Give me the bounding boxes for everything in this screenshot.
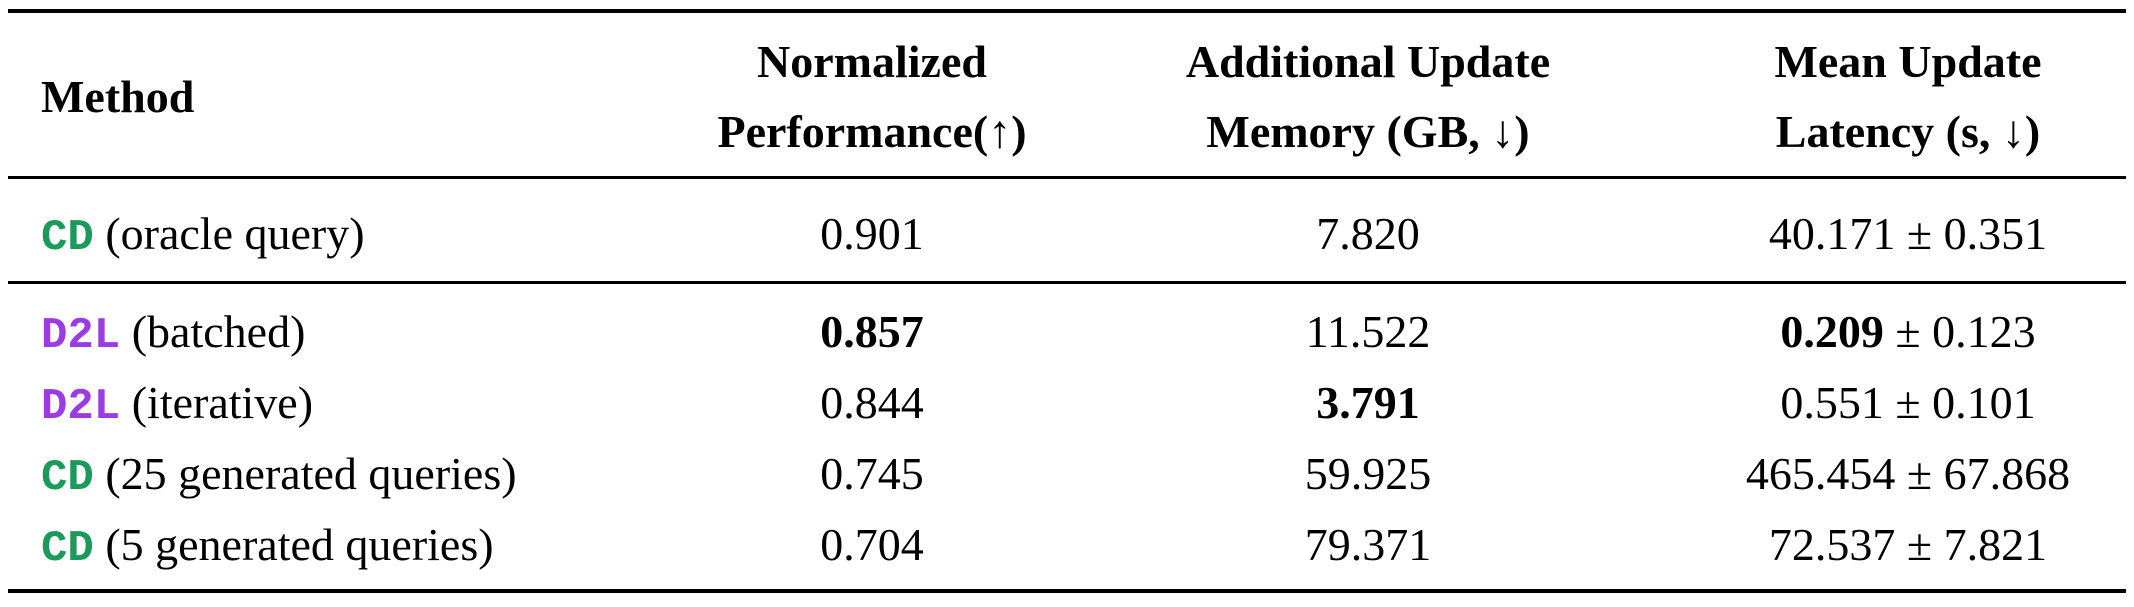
header-method: Method <box>41 71 195 122</box>
memory-value: 79.371 <box>1304 519 1432 570</box>
plus-minus: ± <box>1906 448 1933 499</box>
performance-cell: 0.857 <box>820 309 924 355</box>
memory-cell: 79.371 <box>1305 522 1432 568</box>
latency-mean: 40.171 <box>1768 208 1896 259</box>
performance-value: 0.745 <box>820 448 924 499</box>
latency-std: 0.351 <box>1943 208 2048 259</box>
latency-std: 0.101 <box>1932 377 2036 428</box>
bottom-rule <box>8 589 2126 593</box>
header-latency-line2: Latency (s, ↓) <box>1775 106 2041 157</box>
memory-cell: 59.925 <box>1305 451 1432 497</box>
plus-minus: ± <box>1895 306 1921 357</box>
header-latency: Mean Update Latency (s, ↓) <box>1774 27 2041 167</box>
performance-cell: 0.745 <box>820 451 924 497</box>
memory-cell: 7.820 <box>1316 211 1420 257</box>
method-cell: D2L (iterative) <box>41 377 314 432</box>
latency-cell: 0.209 ± 0.123 <box>1780 309 2035 355</box>
memory-cell: 3.791 <box>1316 380 1420 426</box>
performance-value: 0.857 <box>820 306 924 357</box>
memory-value: 3.791 <box>1316 377 1420 428</box>
latency-std: 67.868 <box>1943 448 2071 499</box>
top-rule <box>8 9 2126 13</box>
memory-value: 59.925 <box>1304 448 1432 499</box>
method-tag: D2L <box>41 311 121 361</box>
latency-std: 0.123 <box>1932 306 2036 357</box>
method-cell: CD (25 generated queries) <box>41 448 517 503</box>
header-memory-line2: Memory (GB, ↓) <box>1206 106 1530 157</box>
latency-mean: 0.209 <box>1780 306 1884 357</box>
method-desc: (batched) <box>131 306 306 357</box>
method-cell: CD (oracle query) <box>41 208 365 263</box>
performance-value: 0.704 <box>820 519 924 570</box>
header-latency-line1: Mean Update <box>1774 36 2042 87</box>
plus-minus: ± <box>1906 208 1933 259</box>
method-desc: (oracle query) <box>105 208 365 259</box>
plus-minus: ± <box>1895 377 1921 428</box>
method-desc: (5 generated queries) <box>105 519 494 570</box>
latency-mean: 72.537 <box>1768 519 1896 570</box>
latency-cell: 72.537 ± 7.821 <box>1769 522 2047 568</box>
header-memory: Additional Update Memory (GB, ↓) <box>1186 27 1550 167</box>
plus-minus: ± <box>1906 519 1933 570</box>
latency-cell: 465.454 ± 67.868 <box>1746 451 2070 497</box>
memory-cell: 11.522 <box>1306 309 1431 355</box>
method-tag: CD <box>41 453 94 503</box>
method-cell: CD (5 generated queries) <box>41 519 494 574</box>
latency-std: 7.821 <box>1943 519 2048 570</box>
method-cell: D2L (batched) <box>41 306 306 361</box>
header-rule <box>8 176 2126 179</box>
memory-value: 7.820 <box>1316 208 1420 259</box>
performance-value: 0.901 <box>820 208 924 259</box>
header-performance: Normalized Performance(↑) <box>717 27 1026 167</box>
performance-value: 0.844 <box>820 377 924 428</box>
latency-mean: 465.454 <box>1745 448 1896 499</box>
method-tag: D2L <box>41 382 121 432</box>
latency-cell: 0.551 ± 0.101 <box>1780 380 2035 426</box>
header-memory-line1: Additional Update <box>1185 36 1551 87</box>
method-desc: (25 generated queries) <box>105 448 517 499</box>
header-performance-line2: Performance(↑) <box>717 106 1027 157</box>
performance-cell: 0.844 <box>820 380 924 426</box>
method-tag: CD <box>41 213 94 263</box>
method-tag: CD <box>41 524 94 574</box>
performance-cell: 0.901 <box>820 211 924 257</box>
header-performance-line1: Normalized <box>757 36 987 87</box>
memory-value: 11.522 <box>1305 306 1431 357</box>
latency-mean: 0.551 <box>1780 377 1884 428</box>
performance-cell: 0.704 <box>820 522 924 568</box>
group-rule <box>8 281 2126 284</box>
latency-cell: 40.171 ± 0.351 <box>1769 211 2047 257</box>
method-desc: (iterative) <box>131 377 314 428</box>
